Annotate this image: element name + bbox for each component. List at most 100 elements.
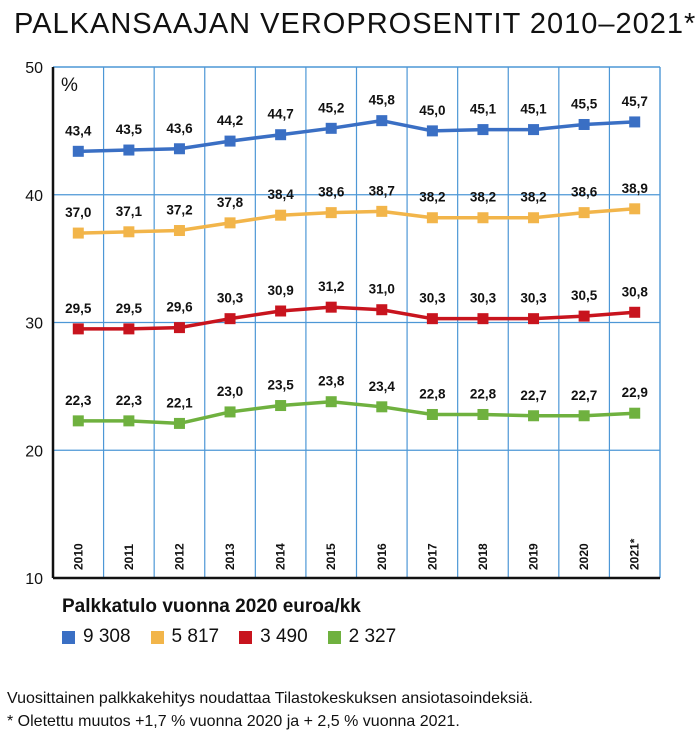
- data-label-series-3: 22,8: [419, 386, 446, 401]
- data-label-series-3: 23,0: [217, 384, 243, 399]
- data-point-series-0: [528, 124, 540, 136]
- data-point-series-1: [426, 212, 438, 224]
- data-label-series-2: 29,6: [166, 300, 193, 315]
- data-label-series-2: 30,3: [520, 291, 547, 306]
- data-label-series-3: 23,8: [318, 374, 345, 389]
- data-label-series-2: 29,5: [65, 301, 92, 316]
- series-line-0: [78, 118, 635, 154]
- y-tick-label: 50: [25, 60, 43, 77]
- x-tick-label: 2021*: [628, 538, 642, 570]
- chart-title: PALKANSAAJAN VEROPROSENTIT 2010–2021*: [14, 8, 697, 40]
- x-tick-label: 2010: [71, 543, 85, 570]
- data-point-series-0: [72, 145, 84, 157]
- data-label-series-1: 38,9: [622, 181, 648, 196]
- legend-item-series-2: 3 490: [239, 626, 308, 648]
- data-point-series-0: [477, 124, 489, 136]
- data-label-series-0: 44,7: [267, 107, 293, 122]
- data-point-series-3: [578, 410, 590, 422]
- x-tick-label: 2016: [375, 543, 389, 570]
- data-label-series-3: 23,4: [369, 379, 396, 394]
- legend-item-series-1: 5 817: [150, 626, 220, 648]
- data-point-series-0: [173, 143, 185, 155]
- data-point-series-0: [578, 118, 590, 130]
- data-point-series-2: [528, 313, 540, 325]
- data-point-series-1: [123, 226, 135, 238]
- data-point-series-0: [325, 122, 337, 134]
- data-label-series-1: 38,6: [318, 185, 345, 200]
- legend-title: Palkkatulo vuonna 2020 euroa/kk: [62, 596, 361, 617]
- data-label-series-0: 43,5: [116, 122, 143, 137]
- data-label-series-1: 38,2: [520, 190, 546, 205]
- legend-swatch-0: [62, 630, 75, 644]
- data-point-series-0: [376, 115, 388, 127]
- data-point-series-2: [224, 313, 236, 325]
- data-label-series-1: 37,1: [116, 204, 143, 219]
- data-point-series-1: [578, 207, 590, 219]
- data-label-series-3: 22,9: [622, 385, 648, 400]
- legend-item-series-0: 9 308: [62, 626, 131, 648]
- data-point-series-3: [72, 415, 84, 427]
- x-tick-label: 2019: [527, 543, 541, 570]
- data-label-series-2: 30,3: [217, 291, 244, 306]
- data-label-series-0: 45,5: [571, 96, 598, 111]
- data-point-series-2: [275, 305, 287, 317]
- data-point-series-0: [275, 129, 287, 141]
- data-point-series-2: [426, 313, 438, 325]
- legend-label-1: 5 817: [171, 626, 220, 647]
- data-point-series-1: [477, 212, 489, 224]
- data-label-series-1: 38,4: [267, 187, 294, 202]
- data-label-series-3: 22,7: [520, 388, 546, 403]
- data-label-series-0: 45,2: [318, 100, 344, 115]
- data-point-series-3: [629, 407, 641, 419]
- data-point-series-3: [376, 401, 388, 413]
- data-point-series-1: [528, 212, 540, 224]
- data-point-series-0: [123, 144, 135, 156]
- legend-label-2: 3 490: [260, 626, 308, 647]
- x-tick-label: 2011: [122, 544, 136, 570]
- data-label-series-1: 38,2: [470, 190, 496, 205]
- data-label-series-0: 45,1: [520, 102, 547, 117]
- data-label-series-1: 38,6: [571, 185, 598, 200]
- data-point-series-2: [578, 310, 590, 322]
- data-point-series-3: [325, 396, 337, 408]
- legend-item-series-3: 2 327: [327, 626, 397, 648]
- data-label-series-3: 23,5: [267, 378, 294, 393]
- data-label-series-0: 43,6: [166, 121, 193, 136]
- data-label-series-3: 22,3: [65, 393, 92, 408]
- data-point-series-3: [224, 406, 236, 418]
- data-label-series-3: 22,3: [116, 393, 143, 408]
- data-label-series-0: 45,8: [369, 93, 396, 108]
- footnote-1: Vuosittainen palkkakehitys noudattaa Til…: [7, 690, 533, 707]
- legend-swatch-1: [150, 630, 164, 644]
- data-label-series-1: 38,2: [419, 190, 445, 205]
- data-label-series-2: 30,3: [419, 291, 446, 306]
- data-label-series-3: 22,7: [571, 388, 597, 403]
- data-point-series-3: [477, 408, 489, 420]
- data-label-series-1: 37,8: [217, 195, 244, 210]
- data-point-series-3: [528, 410, 540, 422]
- x-tick-label: 2012: [172, 543, 186, 570]
- legend-label-3: 2 327: [348, 626, 397, 647]
- y-tick-label: 20: [25, 443, 43, 460]
- data-point-series-1: [72, 227, 84, 239]
- data-point-series-2: [376, 304, 388, 316]
- series-line-1: [78, 207, 635, 235]
- data-point-series-3: [275, 400, 287, 412]
- y-tick-label: 10: [25, 571, 43, 588]
- data-label-series-0: 45,7: [622, 94, 648, 109]
- x-tick-label: 2018: [476, 543, 490, 570]
- series-line-2: [78, 305, 635, 331]
- data-point-series-1: [325, 207, 337, 219]
- x-tick-label: 2013: [223, 543, 237, 570]
- data-label-series-0: 44,2: [217, 113, 243, 128]
- data-point-series-2: [72, 323, 84, 335]
- data-point-series-0: [629, 116, 641, 128]
- data-label-series-2: 31,2: [318, 279, 344, 294]
- data-point-series-1: [224, 217, 236, 229]
- x-tick-label: 2014: [274, 543, 288, 570]
- data-point-series-3: [173, 417, 185, 429]
- data-label-series-0: 45,0: [419, 103, 445, 118]
- y-tick-label: 30: [25, 316, 43, 333]
- data-label-series-1: 38,7: [369, 183, 395, 198]
- data-point-series-2: [629, 306, 641, 318]
